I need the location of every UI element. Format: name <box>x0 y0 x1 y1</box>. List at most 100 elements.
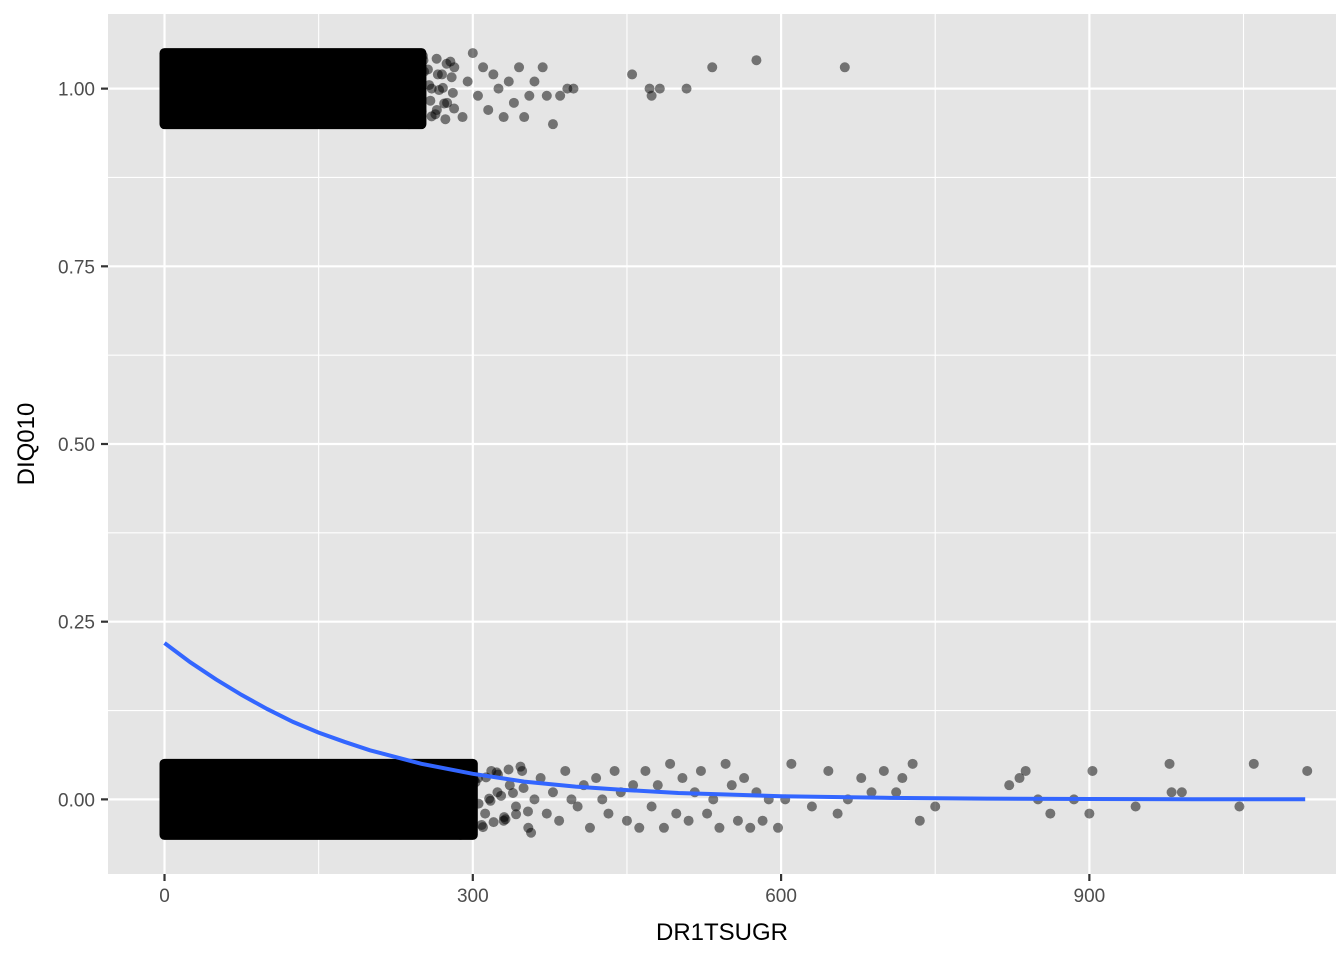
scatter-point <box>584 822 595 833</box>
scatter-point <box>681 83 692 94</box>
scatter-point <box>566 794 577 805</box>
scatter-point <box>519 112 530 123</box>
scatter-point <box>745 822 756 833</box>
y-tick-label: 0.50 <box>58 435 95 456</box>
scatter-point <box>1020 765 1031 776</box>
scatter-point <box>523 822 534 833</box>
scatter-point <box>1084 808 1095 819</box>
dense-point-bands <box>159 48 537 840</box>
scatter-point <box>447 87 458 98</box>
scatter-point <box>547 787 558 798</box>
scatter-point <box>714 822 725 833</box>
y-tick-label: 0.25 <box>58 613 95 634</box>
x-tick-label: 0 <box>159 886 170 907</box>
scatter-point <box>492 787 503 798</box>
scatter-point <box>462 76 473 87</box>
scatter-point <box>609 765 620 776</box>
scatter-point <box>541 90 552 101</box>
scatter-point <box>773 822 784 833</box>
scatter-point <box>426 83 437 94</box>
scatter-point <box>446 72 457 83</box>
scatter-point <box>416 106 427 117</box>
scatter-point <box>702 808 713 819</box>
scatter-point <box>930 801 941 812</box>
scatter-point <box>897 773 908 784</box>
scatter-point <box>518 783 529 793</box>
scatter-point <box>603 808 614 819</box>
scatter-point <box>493 83 504 94</box>
scatter-point <box>757 815 768 826</box>
scatter-point <box>1234 801 1245 812</box>
scatter-point <box>646 90 657 101</box>
scatter-point <box>483 104 494 115</box>
scatter-point <box>529 794 540 805</box>
scatter-point <box>628 780 639 791</box>
y-tick-label: 1.00 <box>58 80 95 101</box>
scatter-point <box>654 83 665 94</box>
scatter-point <box>1087 765 1098 776</box>
scatter-point <box>476 819 487 830</box>
scatter-point <box>1014 773 1025 784</box>
scatter-point <box>832 808 843 819</box>
x-axis: 0 300 600 900 <box>159 874 1105 907</box>
scatter-point <box>514 62 525 73</box>
scatter-point <box>547 119 558 130</box>
scatter-point <box>407 117 418 128</box>
scatter-point <box>1302 765 1313 776</box>
scatter-point <box>473 798 484 809</box>
scatter-point <box>503 764 514 775</box>
scatter-point <box>436 69 447 80</box>
scatter-point <box>431 53 442 64</box>
scatter-point <box>677 773 688 784</box>
scatter-point <box>708 794 719 805</box>
scatter-point <box>646 801 657 812</box>
scatter-point <box>554 815 565 826</box>
scatter-point <box>458 780 469 791</box>
scatter-points <box>418 48 1313 833</box>
scatter-point <box>751 55 762 66</box>
scatter-point <box>498 112 509 123</box>
scatter-point <box>597 794 608 805</box>
scatter-point <box>425 95 436 106</box>
scatter-point <box>409 61 420 72</box>
scatter-point <box>878 765 889 776</box>
scatter-point <box>891 787 902 798</box>
scatter-point <box>627 69 638 80</box>
scatter-point <box>472 90 483 101</box>
scatter-point <box>498 815 509 826</box>
scatter-point <box>480 808 491 819</box>
scatter-point <box>529 76 540 87</box>
scatter-point <box>517 765 528 776</box>
scatter-point <box>572 801 583 812</box>
scatter-point <box>524 90 535 101</box>
scatter-point <box>1045 808 1056 819</box>
x-tick-label: 300 <box>457 886 489 907</box>
scatter-point <box>455 829 466 840</box>
scatter-point <box>907 758 918 769</box>
scatter-point <box>488 69 499 80</box>
scatter-point <box>806 801 817 812</box>
scatter-point <box>457 112 468 123</box>
scatter-point <box>1004 780 1015 791</box>
scatter-point <box>467 48 478 59</box>
scatter-point <box>665 758 676 769</box>
y-axis: 0.00 0.25 0.50 0.75 1.00 <box>58 80 108 811</box>
scatter-point <box>431 104 442 115</box>
scatter-point <box>1166 787 1177 798</box>
scatter-point <box>1164 758 1175 769</box>
scatter-point <box>560 765 571 776</box>
scatter-point <box>1176 787 1187 798</box>
scatter-point <box>634 822 645 833</box>
x-axis-title: DR1TSUGR <box>656 919 788 946</box>
scatter-point <box>658 822 669 833</box>
scatter-point <box>415 90 426 101</box>
scatter-point <box>541 808 552 819</box>
scatter-point <box>720 758 731 769</box>
scatter-point <box>418 55 429 66</box>
scatter-point <box>707 62 718 73</box>
scatter-point <box>732 815 743 826</box>
scatter-point <box>442 97 453 108</box>
scatter-point <box>507 787 518 798</box>
dense-point-band <box>159 48 427 130</box>
